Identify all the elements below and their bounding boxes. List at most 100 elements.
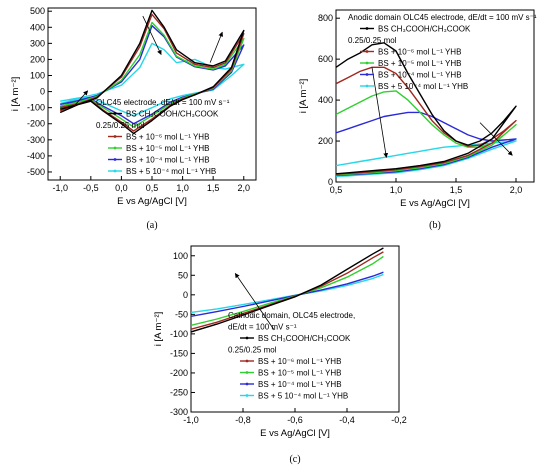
x-tick-label: 1,5	[450, 185, 463, 195]
x-tick-label: 0,5	[330, 185, 343, 195]
series-line-3	[336, 111, 517, 177]
legend-entry-2: BS + 10⁻⁵ mol L⁻¹ YHB	[258, 369, 341, 378]
legend-marker-2	[113, 146, 117, 150]
series-group	[59, 9, 245, 135]
legend: OLC45 electrode, dE/dt = 100 mV s⁻¹ BS CH…	[96, 98, 230, 176]
plot-frame	[47, 7, 257, 181]
legend-marker-2	[365, 61, 369, 65]
legend-heading: OLC45 electrode, dE/dt = 100 mV s⁻¹	[96, 98, 230, 107]
x-tick-label: -1,0	[183, 415, 199, 425]
series-line-3	[191, 271, 384, 317]
legend-heading: dE/dt = 100 mV s⁻¹	[228, 323, 297, 332]
legend: Cathodic domain, OLC45 electrode, dE/dt =…	[228, 311, 355, 401]
legend-marker-3	[365, 73, 369, 76]
x-tick-label: 0,0	[115, 183, 128, 193]
y-tick-label: 400	[30, 22, 45, 32]
x-tick-label: -0,6	[287, 415, 303, 425]
legend-entry-3: BS + 10⁻⁴ mol L⁻¹ YHB	[126, 156, 210, 165]
series-group	[191, 247, 384, 333]
legend-entry-1: BS + 10⁻⁶ mol L⁻¹ YHB	[378, 48, 461, 57]
panel-c: -1,0 -0,8 -0,6 -0,4 -0,2 -300 -250 -200 -150 -100…	[153, 245, 407, 465]
legend-concentration: 0.25/0.25 mol	[348, 36, 397, 45]
x-tick-label: -1,0	[52, 183, 68, 193]
legend-title: Cathodic domain, OLC45 electrode,	[228, 311, 355, 320]
y-tick-label: -300	[170, 407, 188, 417]
legend-marker-0	[245, 336, 249, 340]
plot-frame	[335, 9, 535, 183]
panel-caption: (a)	[146, 220, 157, 231]
panel-b: 0,5 1,0 1,5 2,0 0 200 400 600 800 E vs Ag/AgCl [V…	[298, 9, 537, 231]
y-tick-label: 500	[30, 6, 45, 16]
legend-entry-0: BS CH₃COOH/CH₃COOK	[378, 25, 471, 34]
y-tick-label: -400	[27, 151, 45, 161]
legend-entry-1: BS + 10⁻⁶ mol L⁻¹ YHB	[258, 357, 341, 366]
legend-marker-4	[113, 169, 117, 173]
y-tick-label: 100	[30, 71, 45, 81]
legend: Anodic domain OLC45 electrode, dE/dt = 1…	[348, 13, 537, 91]
legend-concentration: 0.25/0.25 mol	[228, 346, 277, 355]
y-tick-label: -300	[27, 135, 45, 145]
trend-arrow	[209, 31, 223, 63]
y-tick-label: 200	[30, 54, 45, 64]
y-tick-label: 600	[318, 54, 333, 64]
series-line-0	[191, 247, 384, 333]
y-tick-label: -50	[175, 309, 188, 319]
legend-marker-0	[365, 27, 369, 30]
trend-arrow	[75, 90, 89, 105]
legend-marker-4	[245, 394, 249, 397]
x-tick-label: 0,5	[146, 183, 159, 193]
series-line-1	[336, 66, 517, 175]
legend-entry-3: BS + 10⁻⁴ mol L⁻¹ YHB	[258, 380, 342, 389]
legend-entry-4: BS + 5 10⁻⁴ mol L⁻¹ YHB	[258, 392, 348, 401]
legend-entry-3: BS + 10⁻⁴ mol L⁻¹ YHB	[378, 71, 462, 80]
y-tick-label: -200	[170, 368, 188, 378]
y-tick-label: 0	[328, 177, 333, 187]
y-tick-label: 100	[173, 251, 188, 261]
legend-entry-0: BS CH₃COOH/CH₃COOK	[126, 110, 219, 119]
y-tick-label: -150	[170, 348, 188, 358]
panel-caption: (c)	[289, 454, 300, 465]
legend-concentration: 0.25/0.25 mol	[96, 121, 145, 130]
panel-caption: (b)	[429, 220, 441, 231]
x-axis-label: E vs Ag/AgCl [V]	[260, 428, 330, 439]
y-tick-label: 400	[318, 95, 333, 105]
legend-marker-4	[365, 84, 369, 88]
y-tick-label: -250	[170, 387, 188, 397]
x-axis-label: E vs Ag/AgCl [V]	[400, 198, 470, 209]
y-tick-label: 300	[30, 38, 45, 48]
series-line-0	[336, 42, 517, 175]
y-tick-label: 0	[183, 290, 188, 300]
legend-marker-1	[113, 135, 117, 138]
series-line-0	[59, 9, 245, 135]
y-tick-label: -100	[27, 103, 45, 113]
x-tick-label: -0,5	[83, 183, 99, 193]
y-tick-label: 800	[318, 13, 333, 23]
trend-arrow	[479, 122, 513, 156]
x-tick-label: 2,0	[510, 185, 523, 195]
y-axis-label: i [A m⁻²]	[298, 79, 309, 114]
legend-entry-4: BS + 5 10⁻⁴ mol L⁻¹ YHB	[378, 82, 468, 91]
x-tick-label: 1,0	[390, 185, 403, 195]
trend-arrow	[142, 15, 162, 56]
legend-marker-0	[113, 112, 117, 115]
y-tick-label: -100	[170, 329, 188, 339]
legend-marker-2	[245, 371, 249, 374]
y-axis-label: i [A m⁻²]	[153, 312, 164, 347]
legend-marker-1	[365, 50, 369, 53]
legend-entry-0: BS CH₃COOH/CH₃COOK	[258, 334, 351, 343]
legend-entry-4: BS + 5 10⁻⁴ mol L⁻¹ YHB	[126, 167, 216, 176]
legend-marker-3	[245, 382, 249, 386]
x-tick-label: -0,4	[339, 415, 355, 425]
y-tick-label: 0	[40, 87, 45, 97]
series-line-1	[59, 13, 245, 132]
legend-entry-1: BS + 10⁻⁶ mol L⁻¹ YHB	[126, 133, 209, 142]
x-tick-label: 1,5	[207, 183, 220, 193]
legend-marker-1	[245, 359, 249, 363]
legend-entry-2: BS + 10⁻⁵ mol L⁻¹ YHB	[126, 144, 209, 153]
y-tick-label: -500	[27, 167, 45, 177]
trend-arrow	[234, 272, 275, 331]
legend-marker-3	[113, 158, 117, 161]
y-tick-label: 200	[318, 136, 333, 146]
legend-entry-2: BS + 10⁻⁵ mol L⁻¹ YHB	[378, 59, 461, 68]
